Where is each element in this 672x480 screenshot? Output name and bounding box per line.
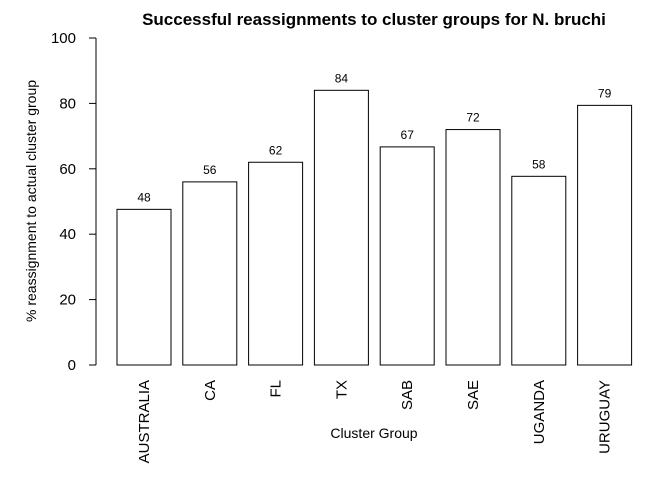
x-tick-label-sab: SAB: [399, 380, 416, 410]
y-tick-label: 0: [68, 357, 76, 374]
y-tick-label: 20: [59, 292, 76, 309]
data-label-sab: 67: [401, 128, 415, 142]
data-label-ca: 56: [203, 163, 217, 177]
data-label-tx: 84: [335, 71, 349, 85]
y-tick-label: 40: [59, 226, 76, 243]
y-tick-label: 80: [59, 95, 76, 112]
data-label-australia: 48: [137, 190, 151, 204]
x-tick-label-uruguay: URUGUAY: [597, 380, 614, 454]
bars-group: 48 56 62 84 67 72 58 79: [116, 71, 633, 366]
bar-sab: [379, 146, 435, 366]
x-tick-label-australia: AUSTRALIA: [136, 380, 153, 463]
data-label-sae: 72: [466, 111, 480, 125]
data-label-uganda: 58: [532, 157, 546, 171]
x-axis-label: Cluster Group: [330, 425, 417, 441]
bar-fl: [248, 161, 304, 366]
y-tick-label: 100: [51, 30, 76, 47]
y-tick-label: 60: [59, 161, 76, 178]
y-axis: 0 20 40 60 80 100: [51, 30, 97, 374]
y-axis-label: % reassignment to actual cluster group: [23, 80, 39, 322]
data-label-uruguay: 79: [598, 86, 612, 100]
bar-ca: [182, 181, 238, 366]
x-tick-label-tx: TX: [333, 380, 350, 399]
x-tick-labels: AUSTRALIA CA FL TX SAB SAE UGANDA URUGUAY: [136, 380, 614, 463]
x-tick-label-sae: SAE: [465, 380, 482, 410]
bar-tx: [313, 89, 369, 366]
x-tick-label-ca: CA: [202, 380, 219, 401]
bar-uganda: [511, 175, 567, 366]
bar-uruguay: [577, 104, 633, 366]
x-tick-label-fl: FL: [268, 380, 285, 398]
data-label-fl: 62: [269, 143, 283, 157]
chart-title: Successful reassignments to cluster grou…: [142, 10, 606, 29]
bar-sae: [445, 129, 501, 366]
bar-australia: [116, 208, 172, 366]
x-tick-label-uganda: UGANDA: [531, 380, 548, 444]
